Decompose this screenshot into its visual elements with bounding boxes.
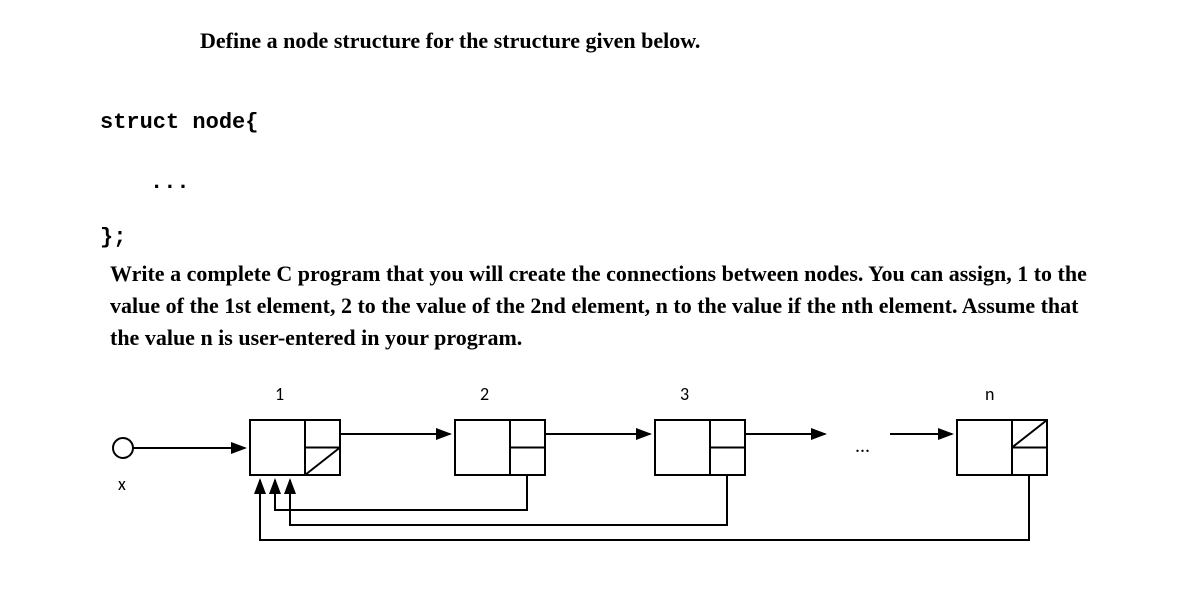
back-arrow xyxy=(260,475,1029,540)
back-arrow xyxy=(275,475,527,510)
code-ellipsis: ... xyxy=(150,170,190,195)
page: Define a node structure for the structur… xyxy=(0,0,1200,615)
null-next-icon xyxy=(1012,420,1047,448)
node-label: n xyxy=(985,383,994,405)
back-arrow xyxy=(290,475,727,525)
node-label: 1 xyxy=(275,383,284,405)
head-label: x xyxy=(118,473,126,495)
head-pointer xyxy=(113,438,133,458)
node-label: 2 xyxy=(480,383,489,405)
ellipsis: ... xyxy=(855,435,870,457)
linked-list-diagram: x 1 2 3 n... xyxy=(95,370,1105,570)
paragraph: Write a complete C program that you will… xyxy=(110,258,1100,354)
node-label: 3 xyxy=(680,383,689,405)
code-struct-close: }; xyxy=(100,225,126,250)
title-heading: Define a node structure for the structur… xyxy=(200,28,700,54)
diagram-svg: x 1 2 3 n... xyxy=(95,370,1105,570)
null-prev-icon xyxy=(305,448,340,476)
code-struct-open: struct node{ xyxy=(100,110,258,135)
